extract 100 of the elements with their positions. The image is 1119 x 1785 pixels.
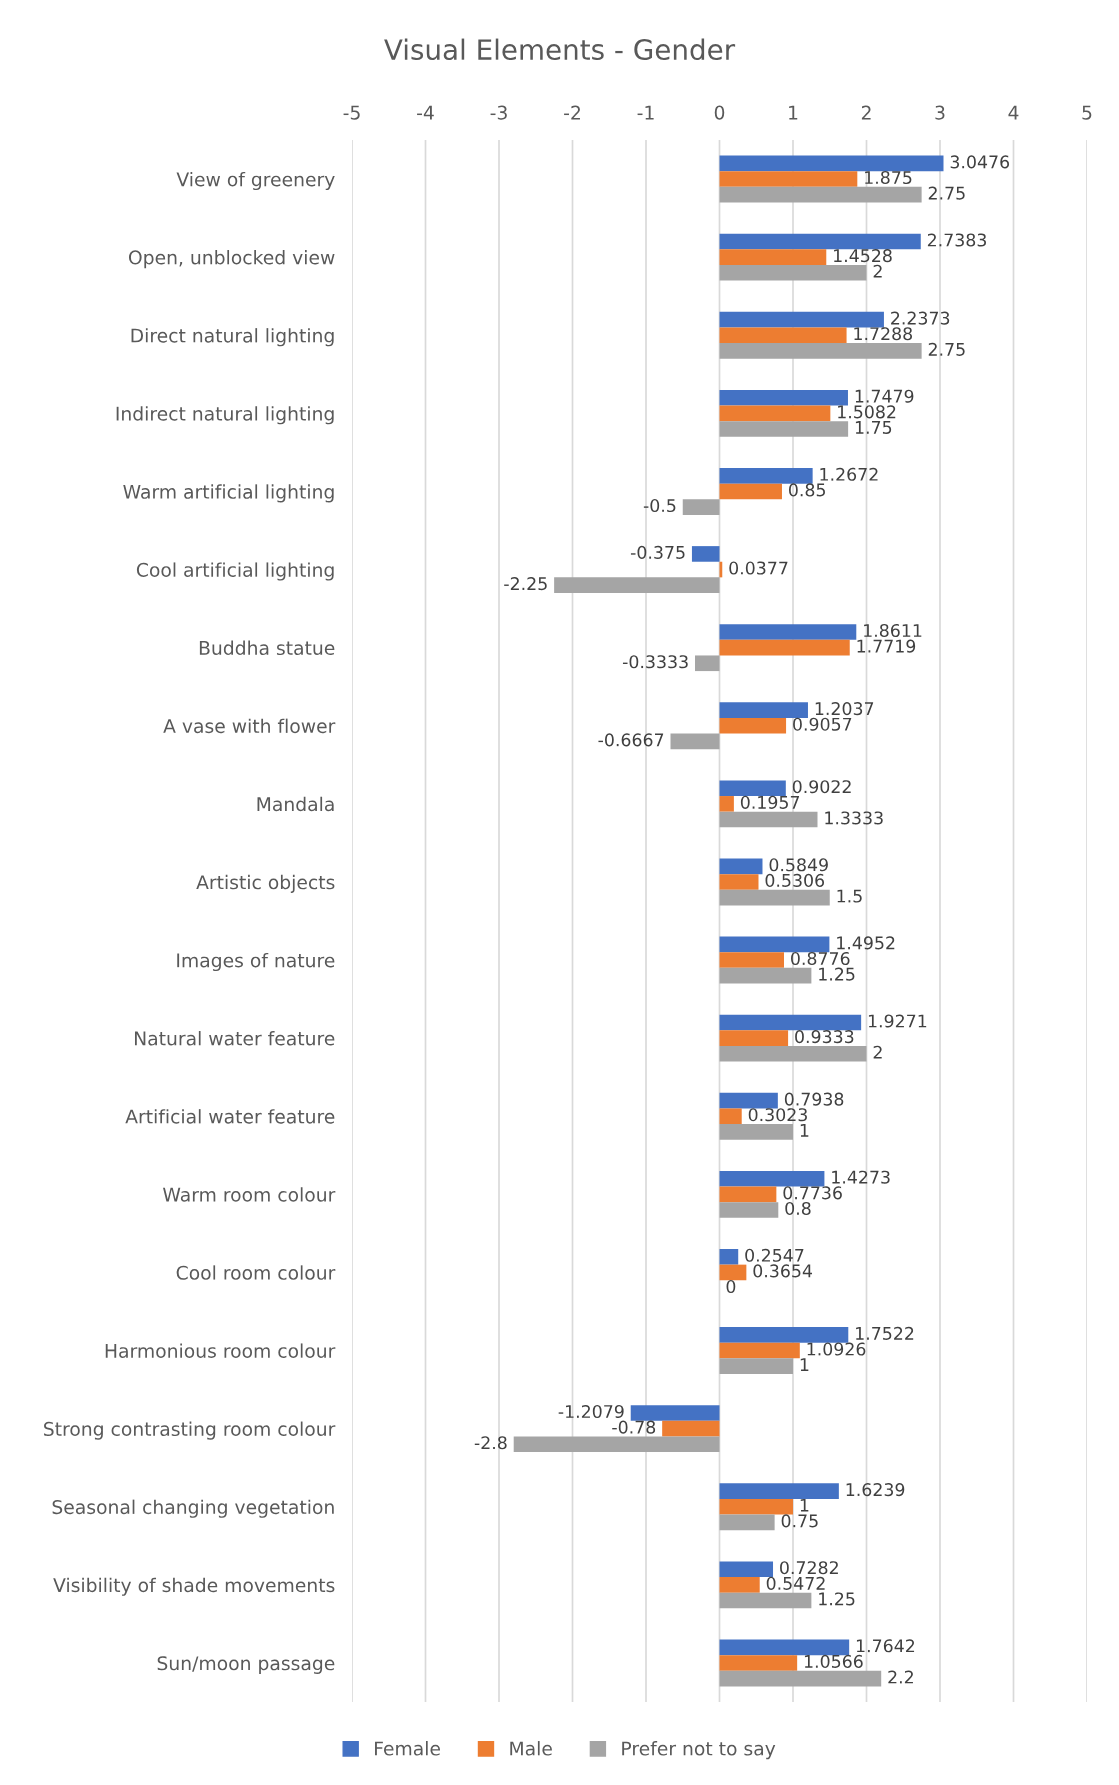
bar: [719, 1514, 775, 1531]
data-label: -0.78: [612, 1420, 656, 1434]
bar: [719, 1202, 779, 1218]
y-tick-label: Open, unblocked view: [128, 250, 335, 269]
data-label: 0.75: [781, 1514, 818, 1528]
bar: [719, 1498, 793, 1515]
y-tick-label: Warm artificial lighting: [123, 484, 334, 503]
data-label: 2.75: [928, 186, 965, 200]
bar: [719, 1108, 742, 1125]
data-label: 1.0926: [807, 1342, 866, 1356]
data-label: -0.375: [630, 545, 685, 559]
bar: [719, 1014, 862, 1031]
data-label: 1.4952: [837, 936, 895, 950]
data-label: 2.2373: [891, 311, 950, 325]
data-label: 0.85: [789, 483, 825, 497]
data-label: 0.0377: [729, 561, 788, 575]
data-label: 0: [726, 1279, 736, 1294]
y-tick-label: Sun/moon passage: [157, 1656, 335, 1674]
y-tick-label: Artistic objects: [196, 874, 335, 893]
bar: [719, 967, 812, 984]
data-label: 1.7642: [856, 1639, 915, 1653]
bar: [719, 264, 867, 281]
legend-label: Female: [375, 1741, 440, 1756]
data-label: -1.2079: [558, 1404, 624, 1419]
bar: [719, 780, 786, 797]
bar: [719, 171, 858, 187]
data-label: 1.5: [837, 889, 862, 903]
data-label: 2: [873, 264, 882, 278]
bar: [630, 1405, 720, 1421]
bar: [719, 421, 849, 437]
y-tick-label: Warm room colour: [163, 1187, 336, 1202]
bar: [719, 389, 848, 406]
data-label: 2.2: [888, 1670, 913, 1684]
bar: [513, 1436, 720, 1453]
data-label: 0.3023: [748, 1108, 807, 1122]
data-label: 2: [873, 1045, 882, 1059]
x-tick-label: 2: [861, 105, 871, 120]
bar: [719, 155, 944, 172]
data-label: 1.6239: [846, 1483, 905, 1497]
bar: [719, 796, 734, 812]
bar: [719, 343, 922, 359]
y-tick-label: Strong contrasting room colour: [44, 1421, 336, 1440]
data-label: 2.75: [928, 342, 965, 356]
bar: [719, 1592, 812, 1609]
x-tick-label: -2: [564, 105, 580, 120]
data-label: 0.5306: [765, 873, 825, 887]
bar: [719, 483, 782, 500]
bar: [695, 655, 720, 672]
data-label: 1: [800, 1498, 809, 1512]
bar: [719, 889, 830, 906]
bar: [719, 1358, 793, 1374]
bar: [719, 1264, 747, 1281]
y-tick-label: Indirect natural lighting: [116, 406, 334, 425]
data-label: 0.8776: [791, 951, 850, 966]
bar: [719, 1170, 825, 1187]
data-label: 0.9022: [792, 780, 851, 794]
bar: [719, 936, 830, 953]
y-tick-label: Harmonious room colour: [105, 1343, 336, 1358]
bar: [719, 858, 763, 875]
data-label: 1.7479: [855, 389, 914, 403]
x-tick-label: -1: [637, 105, 654, 120]
data-label: 0.5849: [769, 858, 828, 872]
data-label: 0.9333: [795, 1030, 854, 1044]
data-label: 1: [800, 1124, 809, 1137]
data-label: 1.3333: [825, 811, 883, 825]
bar: [719, 1577, 760, 1593]
bar: [719, 702, 808, 718]
bar: [719, 874, 759, 890]
data-label: -0.5: [643, 498, 676, 513]
data-label: 0.7282: [780, 1561, 838, 1575]
data-label: 1.7288: [854, 327, 913, 341]
bar: [719, 1327, 849, 1343]
bar: [670, 733, 720, 750]
data-label: -2.8: [474, 1436, 507, 1450]
y-tick-label: Visibility of shade movements: [53, 1577, 335, 1596]
bar: [719, 1030, 789, 1046]
data-label: -2.25: [504, 577, 547, 591]
chart-title: Visual Elements - Gender: [384, 38, 736, 61]
y-tick-label: Images of nature: [177, 952, 335, 972]
bar: [719, 405, 831, 422]
y-tick-label: A vase with flower: [163, 718, 336, 734]
bar: [719, 249, 827, 265]
data-label: 0.8: [785, 1201, 811, 1216]
bar: [691, 546, 720, 562]
bar: [719, 1655, 798, 1671]
bar: [719, 186, 922, 203]
bar: [719, 1342, 800, 1359]
data-label: 1.4273: [832, 1170, 890, 1184]
bar: [719, 811, 818, 828]
data-label: 2.7383: [927, 233, 986, 247]
y-tick-label: Cool artificial lighting: [136, 562, 334, 581]
data-label: 1: [800, 1358, 809, 1371]
data-label: -0.6667: [598, 733, 664, 747]
x-tick-label: -4: [417, 105, 434, 120]
data-label: 1.9271: [868, 1014, 927, 1028]
x-tick-label: -5: [343, 105, 360, 120]
y-tick-label: Natural water feature: [134, 1031, 335, 1046]
x-tick-label: 1: [789, 105, 798, 120]
y-tick-label: Mandala: [257, 796, 334, 812]
y-tick-label: Artificial water feature: [125, 1109, 335, 1124]
